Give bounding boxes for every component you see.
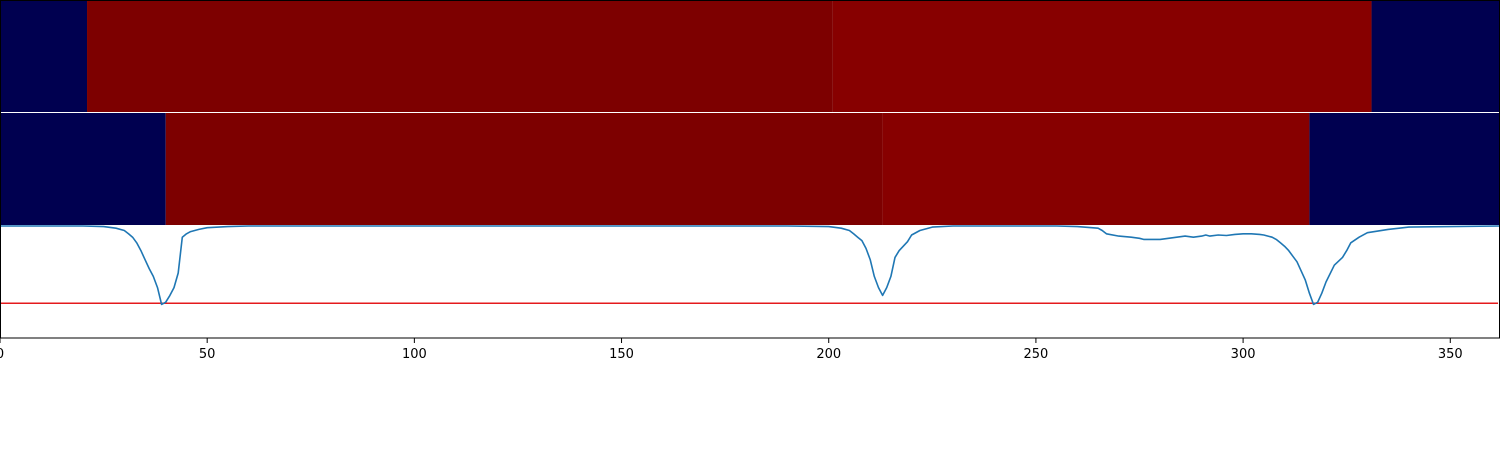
heatmap-row-2-segment-1 <box>0 113 166 225</box>
x-tick-label-0: 0 <box>0 347 4 362</box>
x-tick-label-50: 50 <box>199 347 216 362</box>
heatmap-row-2-segment-3 <box>882 113 1310 225</box>
heatmap-panel <box>0 0 1500 225</box>
x-tick-label-300: 300 <box>1231 347 1256 362</box>
heatmap-row-1-segment-4 <box>1371 0 1500 112</box>
line-panel-background <box>0 226 1500 338</box>
heatmap-row-1-segment-3 <box>832 0 1372 112</box>
heatmap-row-1-segment-1 <box>0 0 88 112</box>
heatmap-row-2-segment-4 <box>1309 113 1500 225</box>
x-tick-label-150: 150 <box>609 347 634 362</box>
x-tick-label-350: 350 <box>1438 347 1463 362</box>
x-axis: 0 50 100 150 200 250 300 350 <box>0 338 1463 362</box>
x-tick-label-200: 200 <box>816 347 841 362</box>
heatmap-row-2-segment-2 <box>165 113 883 225</box>
x-tick-label-250: 250 <box>1023 347 1048 362</box>
line-panel <box>0 225 1500 338</box>
heatmap-row-1-segment-2 <box>87 0 833 112</box>
x-tick-label-100: 100 <box>402 347 427 362</box>
series-line-1 <box>0 225 1500 306</box>
